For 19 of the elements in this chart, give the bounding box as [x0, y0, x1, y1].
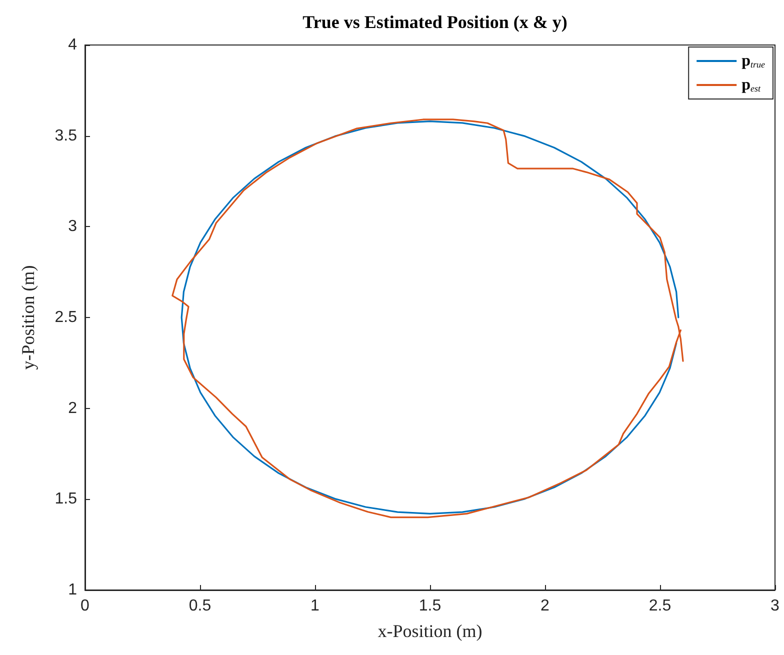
y-tick-label: 1 — [68, 582, 78, 598]
x-tick-label: 0 — [80, 598, 90, 614]
y-tick-label: 3.5 — [54, 127, 78, 144]
x-tick-label: 2 — [540, 598, 550, 614]
y-tick-label: 4 — [68, 36, 78, 54]
x-axis-title: x-Position (m) — [378, 621, 482, 641]
y-tick-label: 1.5 — [54, 490, 78, 508]
x-tick-label: 0.5 — [188, 598, 212, 614]
x-tick-label: 2.5 — [648, 598, 672, 614]
x-tick-label: 3 — [770, 598, 780, 614]
x-tick-label: 1.5 — [418, 598, 442, 614]
x-tick-label: 1 — [310, 598, 320, 614]
y-tick-label: 3 — [68, 218, 78, 236]
y-tick-label: 2.5 — [54, 309, 78, 326]
y-axis-title: y-Position (m) — [18, 265, 38, 370]
legend-label: ptrue — [742, 52, 766, 70]
legend-label: pest — [742, 76, 761, 94]
y-tick-label: 2 — [68, 400, 78, 417]
chart-title: True vs Estimated Position (x & y) — [302, 12, 568, 32]
